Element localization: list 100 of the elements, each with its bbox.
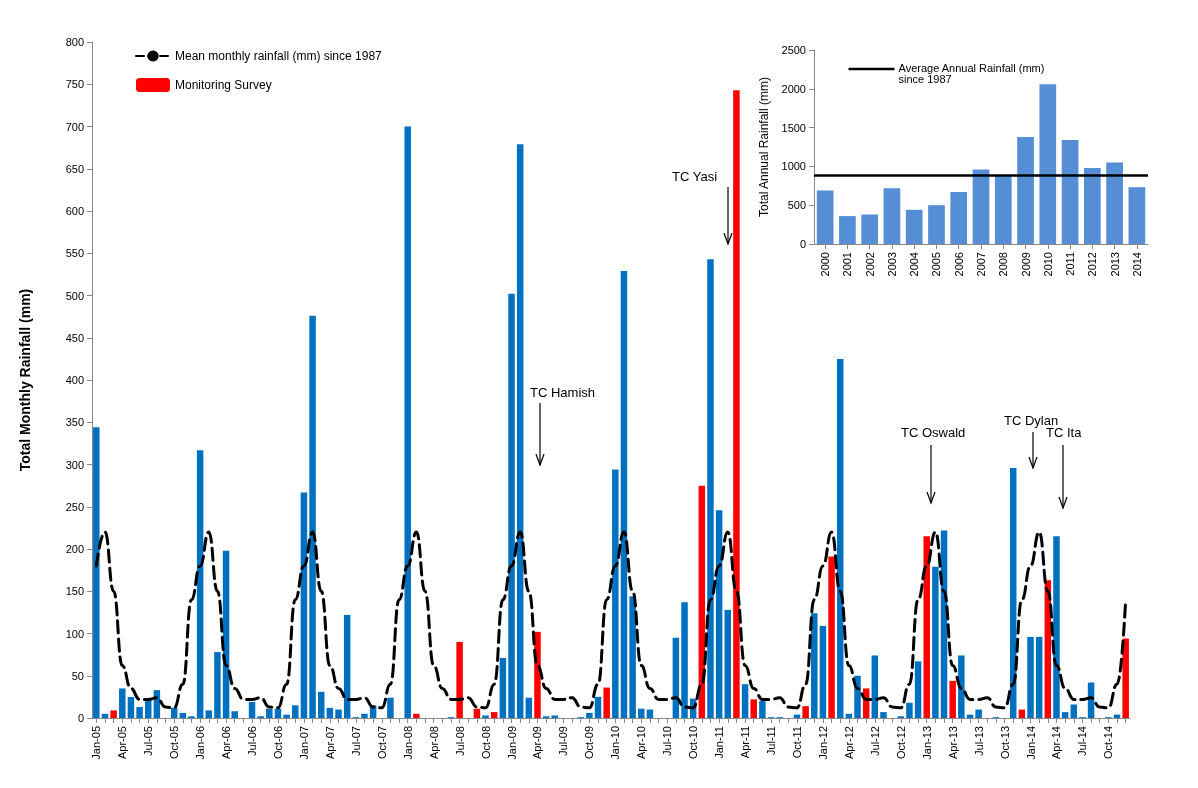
bar xyxy=(473,708,481,718)
x-tick-label: Oct-09 xyxy=(583,726,596,760)
bar xyxy=(300,492,308,718)
bar xyxy=(508,293,515,718)
bar xyxy=(266,708,273,718)
bar xyxy=(839,216,856,244)
bar xyxy=(612,469,619,718)
bar xyxy=(733,90,740,718)
x-tick-label: Jul-05 xyxy=(142,726,155,756)
y-tick-label: 150 xyxy=(65,585,84,598)
bar xyxy=(629,596,636,718)
y-tick-label: 550 xyxy=(65,247,84,260)
bar xyxy=(828,556,835,718)
y-tick-label: 650 xyxy=(65,162,84,175)
bar xyxy=(750,699,757,718)
x-tick-label: 2002 xyxy=(863,252,876,277)
bar xyxy=(586,712,593,718)
x-tick-label: Oct-13 xyxy=(998,726,1011,760)
x-tick-label: Oct-11 xyxy=(790,726,803,759)
y-tick-label: 350 xyxy=(65,416,84,429)
bar xyxy=(214,652,221,718)
x-tick-label: 2008 xyxy=(997,252,1010,277)
bar xyxy=(741,684,749,718)
x-tick-label: 2011 xyxy=(1064,252,1077,276)
bar xyxy=(413,713,420,718)
y-tick-label: 250 xyxy=(65,500,84,513)
y-tick-label: 1000 xyxy=(781,160,806,173)
y-tick-label: 100 xyxy=(65,627,84,640)
y-tick-label: 500 xyxy=(65,289,84,302)
x-tick-label: Jan-11 xyxy=(713,726,726,759)
x-tick-label: Oct-07 xyxy=(375,726,388,760)
x-tick-label: Jul-13 xyxy=(972,726,985,756)
bar xyxy=(707,259,714,718)
x-tick-label: Apr-14 xyxy=(1050,726,1063,760)
x-tick-label: Oct-10 xyxy=(687,726,700,760)
y-tick-label: 2000 xyxy=(781,82,806,95)
legend-label: Monitoring Survey xyxy=(175,78,272,92)
bar xyxy=(292,705,299,718)
bar xyxy=(179,712,187,718)
x-tick-label: Jan-05 xyxy=(90,726,103,760)
x-tick-label: 2009 xyxy=(1019,252,1032,277)
y-axis-title: Total Annual Rainfall (mm) xyxy=(757,76,771,218)
bar xyxy=(880,712,887,718)
bar xyxy=(343,614,351,718)
y-tick-label: 0 xyxy=(77,712,84,724)
x-tick-label: 2004 xyxy=(908,252,921,277)
x-tick-label: 2014 xyxy=(1130,252,1143,277)
x-tick-label: Jul-09 xyxy=(557,726,570,756)
bar xyxy=(274,708,282,718)
y-tick-label: 1500 xyxy=(781,121,806,134)
bar xyxy=(482,715,489,718)
x-tick-label: Apr-10 xyxy=(635,726,648,760)
bar xyxy=(816,190,834,244)
bar xyxy=(456,641,463,718)
x-tick-label: 2010 xyxy=(1041,252,1054,277)
x-tick-label: 2000 xyxy=(819,252,832,277)
bar xyxy=(525,697,533,718)
bar xyxy=(283,714,290,718)
bar xyxy=(724,609,732,718)
y-tick-label: 500 xyxy=(787,199,806,212)
x-tick-label: Apr-06 xyxy=(220,726,233,760)
bar xyxy=(914,661,922,718)
annotation: TC Ita xyxy=(1046,425,1083,440)
x-tick-label: Jul-10 xyxy=(661,726,674,756)
bar xyxy=(93,427,100,718)
bar xyxy=(950,192,968,244)
y-tick-label: 600 xyxy=(65,205,84,217)
bar xyxy=(1122,638,1129,718)
annotation: TC Yasi xyxy=(672,169,718,184)
bar xyxy=(516,144,524,718)
bar xyxy=(309,315,316,718)
x-tick-label: 2012 xyxy=(1086,252,1099,277)
x-tick-label: Jul-14 xyxy=(1076,726,1089,756)
bar xyxy=(949,680,956,718)
bar xyxy=(136,707,143,718)
bar xyxy=(975,709,982,718)
x-tick-label: Apr-09 xyxy=(531,726,544,760)
x-tick-label: Jan-06 xyxy=(194,726,207,760)
legend-label: Mean monthly rainfall (mm) since 1987 xyxy=(175,49,383,63)
bar xyxy=(883,188,901,244)
y-tick-label: 400 xyxy=(65,374,84,386)
bar xyxy=(638,708,645,718)
legend-label: Average Annual Rainfall (mm) since 1987 xyxy=(898,61,1048,85)
x-tick-label: Apr-13 xyxy=(946,726,959,760)
bar xyxy=(906,702,913,718)
x-tick-label: Jan-08 xyxy=(401,726,414,760)
x-tick-label: Jan-07 xyxy=(297,726,310,760)
bar xyxy=(871,655,879,718)
bar xyxy=(1083,167,1101,244)
x-tick-label: Jan-09 xyxy=(505,726,518,760)
x-tick-label: Jan-10 xyxy=(609,726,622,760)
bar xyxy=(1070,704,1078,718)
x-tick-label: 2001 xyxy=(841,252,854,277)
x-tick-label: Jul-06 xyxy=(246,726,259,756)
bar xyxy=(759,701,766,718)
bar xyxy=(127,696,135,718)
bar xyxy=(905,209,923,244)
bar xyxy=(404,126,411,718)
bar xyxy=(923,536,930,718)
y-tick-label: 0 xyxy=(799,238,806,250)
